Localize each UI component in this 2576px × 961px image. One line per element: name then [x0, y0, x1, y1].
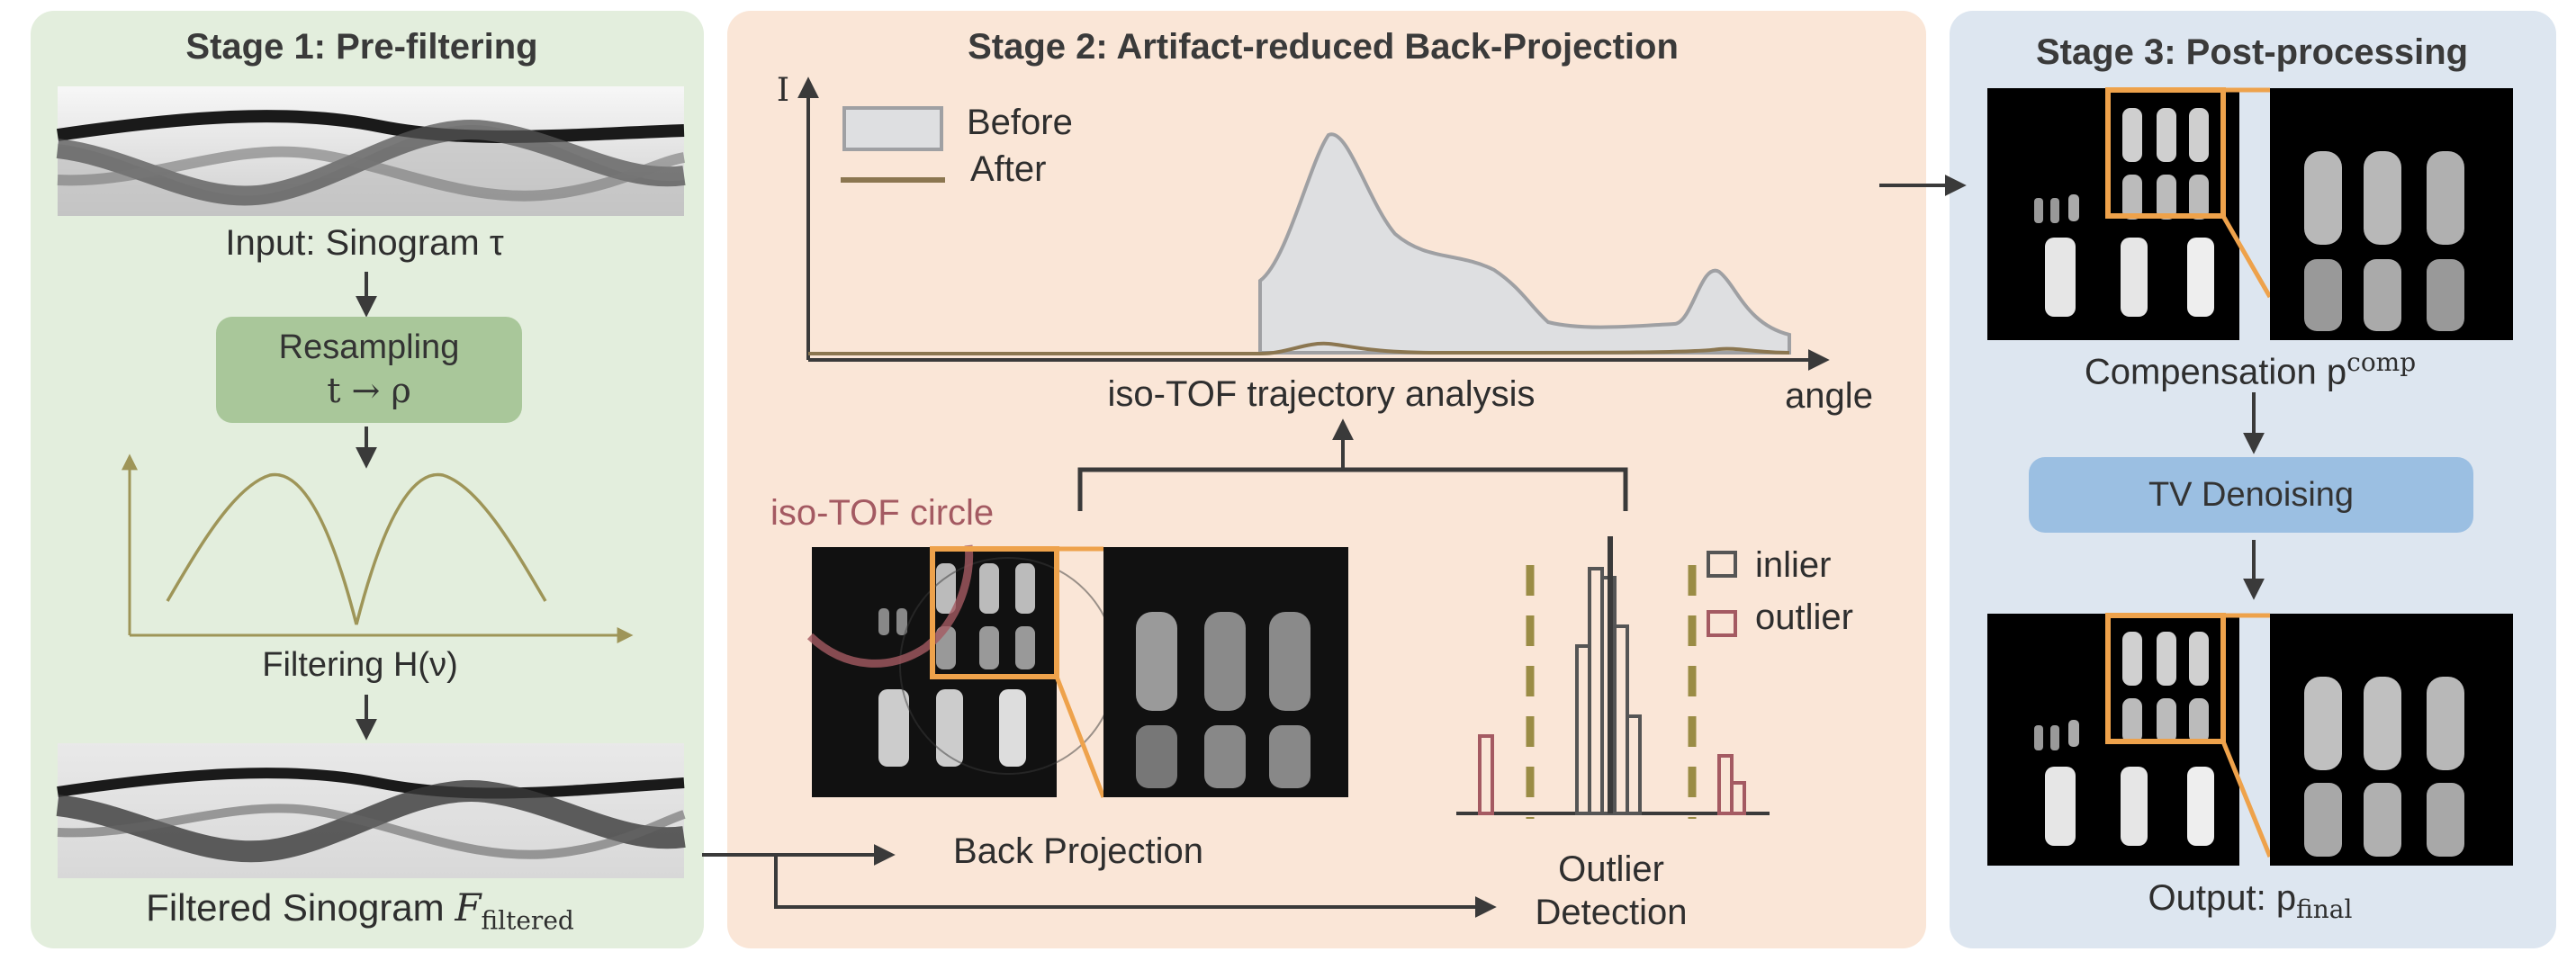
resampling-label: Resampling	[278, 328, 460, 366]
output-zoom-image	[2270, 614, 2513, 866]
before-curve	[1258, 132, 1791, 355]
iso-tof-circle	[806, 544, 974, 668]
compensation-label: Compensation pcomp	[2084, 347, 2417, 392]
legend-inlier-swatch	[1707, 551, 1737, 578]
back-projection-zoom-frame	[930, 546, 1059, 679]
filtered-sinogram-image	[56, 743, 686, 878]
back-projection-label: Back Projection	[953, 831, 1203, 871]
back-projection-zoom-image	[1103, 547, 1348, 797]
output-label: Output: pfinal	[2148, 878, 2353, 924]
filtering-label: Filtering H(ν)	[262, 646, 458, 684]
legend-before-swatch	[842, 106, 943, 151]
output-zoom-frame	[2105, 613, 2226, 744]
tv-denoising-label: TV Denoising	[2148, 476, 2355, 514]
x-axis-label: angle	[1785, 376, 1873, 416]
resampling-mapping: t → ρ	[327, 371, 411, 410]
input-sinogram-label: Input: Sinogram τ	[225, 223, 504, 263]
legend-outlier-label: outlier	[1755, 597, 1853, 637]
legend-outlier-swatch	[1707, 610, 1737, 637]
outlier-detection-label: Outlier Detection	[1535, 849, 1688, 932]
input-sinogram-image	[56, 86, 686, 216]
tv-denoising-box: TV Denoising	[2029, 457, 2473, 533]
filtered-sinogram-label: Filtered Sinogram Ffiltered	[146, 885, 574, 936]
legend-before-label: Before	[967, 103, 1073, 142]
compensation-zoom-frame	[2105, 87, 2226, 219]
merge-bracket	[1077, 467, 1628, 511]
stage1-title: Stage 1: Pre-filtering	[185, 27, 538, 67]
iso-tof-label: iso-TOF circle	[770, 493, 995, 533]
resampling-box: Resampling t → ρ	[216, 317, 522, 423]
outlier-histogram	[1456, 536, 1770, 819]
stage3-title: Stage 3: Post-processing	[2035, 32, 2469, 72]
compensation-zoom-image	[2270, 88, 2513, 340]
after-curve	[808, 341, 1790, 355]
filter-response-plot	[122, 454, 634, 643]
legend-inlier-label: inlier	[1755, 545, 1832, 585]
trajectory-plot	[797, 76, 1830, 371]
legend-after-label: After	[970, 149, 1047, 189]
stage2-title: Stage 2: Artifact-reduced Back-Projectio…	[968, 27, 1679, 67]
trajectory-label: iso-TOF trajectory analysis	[1107, 374, 1536, 414]
y-axis-label: I	[776, 72, 790, 109]
